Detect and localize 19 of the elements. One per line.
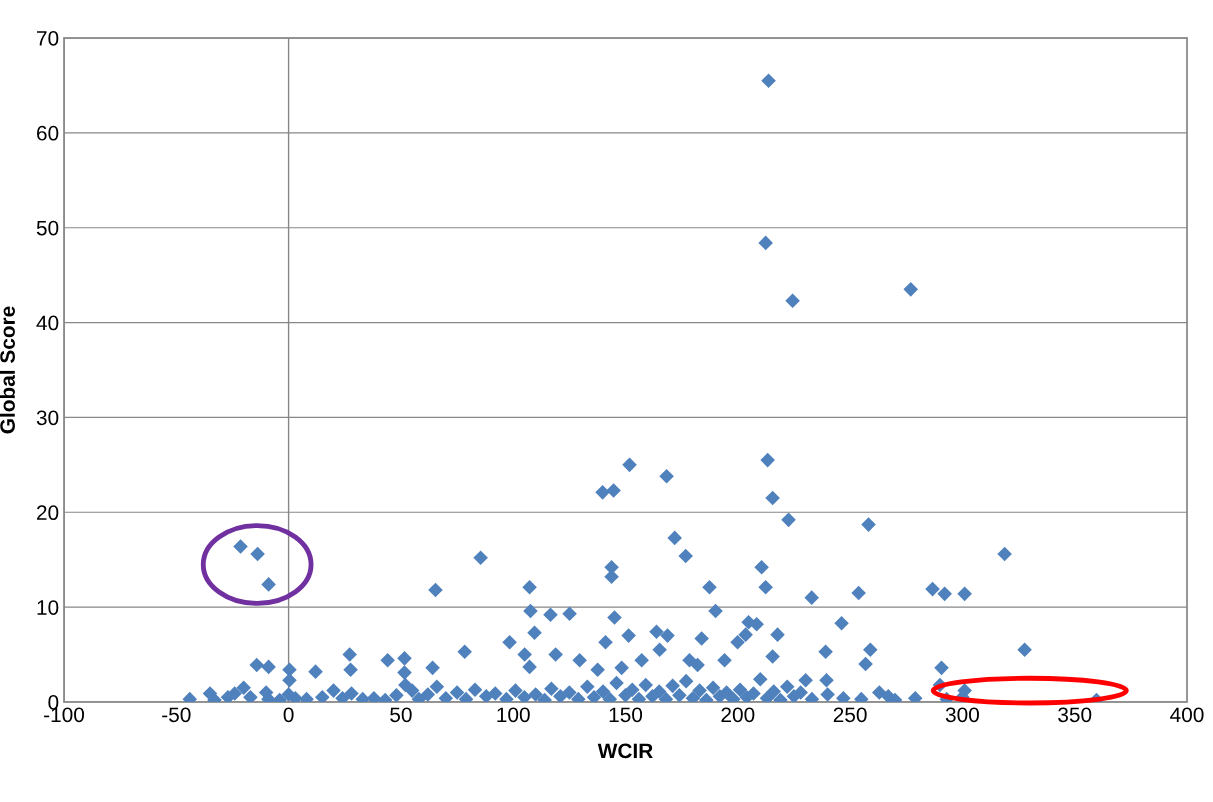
x-tick-label: 200 [721,707,755,723]
x-tick-label: 50 [390,707,412,723]
x-tick-label: 150 [609,707,643,723]
y-tick-label: 20 [37,505,59,521]
y-tick-label: 10 [37,600,59,615]
x-tick-label: 300 [945,707,979,723]
x-tick-label: -50 [162,707,191,723]
y-tick-label: 60 [37,125,59,141]
x-tick-label: 250 [833,707,867,723]
x-axis-title: WCIR [597,743,653,759]
x-tick-label: 0 [283,707,294,723]
x-tick-label: 100 [497,707,530,723]
y-tick-label: 70 [37,31,59,46]
y-tick-label: 50 [36,220,59,236]
x-tick-label: 400 [1170,707,1204,723]
y-axis-title: Global Score [0,306,15,434]
x-tick-label: 350 [1058,707,1092,723]
y-tick-label: 30 [36,410,59,426]
y-tick-label: 40 [36,315,59,331]
